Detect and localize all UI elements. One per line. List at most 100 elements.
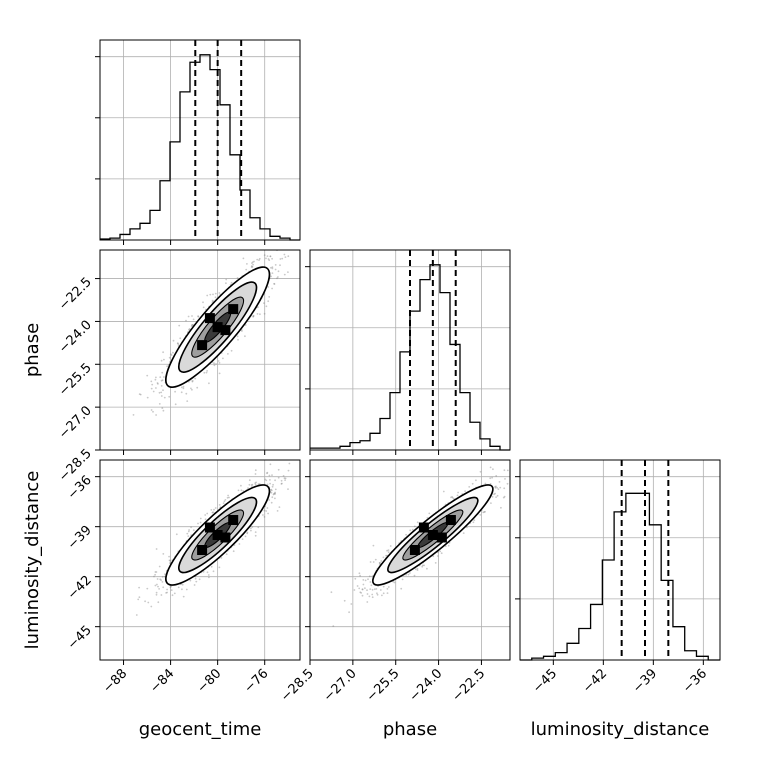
scatter-point: [264, 478, 267, 481]
x-tick-label: −45: [530, 666, 560, 696]
scatter-point: [279, 264, 281, 267]
scatter-point: [268, 296, 271, 298]
scatter-point: [426, 567, 428, 570]
scatter-point: [378, 562, 381, 564]
scatter-point: [360, 592, 363, 594]
scatter-point: [174, 390, 177, 393]
panel-phase-phase: [305, 249, 511, 455]
scatter-point: [237, 338, 239, 341]
scatter-point: [204, 518, 207, 521]
scatter-point: [444, 545, 447, 548]
scatter-point: [475, 479, 477, 482]
scatter-point: [361, 588, 364, 590]
scatter-point: [523, 478, 525, 480]
scatter-point: [191, 388, 193, 391]
scatter-point: [504, 478, 506, 480]
scatter-point: [266, 255, 269, 257]
scatter-point: [254, 534, 257, 537]
scatter-point: [496, 486, 498, 489]
scatter-point: [413, 525, 416, 528]
scatter-point: [496, 494, 499, 497]
scatter-point: [188, 328, 190, 331]
scatter-point: [155, 593, 158, 596]
density-bin: [212, 322, 223, 333]
scatter-point: [421, 565, 424, 568]
scatter-point: [279, 258, 282, 260]
scatter-point: [137, 598, 140, 601]
scatter-point: [169, 586, 172, 589]
scatter-point: [240, 484, 242, 487]
scatter-point: [269, 255, 272, 258]
scatter-point: [265, 247, 267, 249]
y-tick-label: −25.5: [56, 361, 95, 400]
scatter-point: [220, 557, 223, 559]
panel-geocent_time-geocent_time: [95, 39, 301, 245]
density-layer: [330, 466, 533, 627]
scatter-point: [161, 581, 164, 583]
scatter-point: [266, 471, 269, 474]
scatter-point: [159, 376, 162, 378]
scatter-point: [356, 585, 359, 587]
scatter-point: [284, 479, 286, 481]
scatter-point: [401, 578, 404, 581]
scatter-point: [155, 548, 158, 550]
scatter-point: [212, 293, 214, 296]
scatter-point: [150, 409, 153, 411]
scatter-point: [161, 575, 164, 578]
scatter-point: [387, 586, 390, 588]
scatter-point: [255, 481, 257, 484]
density-bin: [418, 522, 429, 533]
histogram-geocent_time: [100, 54, 300, 241]
scatter-point: [192, 318, 195, 321]
scatter-point: [411, 528, 414, 531]
scatter-point: [218, 372, 221, 375]
scatter-point: [271, 267, 274, 270]
scatter-point: [197, 315, 200, 318]
scatter-point: [250, 265, 253, 267]
x-tick-label: −76: [242, 666, 272, 696]
scatter-point: [197, 315, 200, 317]
scatter-point: [278, 506, 281, 508]
scatter-point: [484, 510, 486, 513]
scatter-point: [482, 511, 485, 514]
scatter-point: [376, 592, 378, 595]
scatter-point: [511, 478, 513, 480]
y-tick-label: −24.0: [56, 318, 95, 357]
scatter-point: [473, 519, 476, 522]
scatter-point: [271, 474, 273, 476]
scatter-point: [225, 553, 228, 556]
scatter-point: [271, 266, 274, 268]
scatter-point: [252, 315, 255, 318]
scatter-point: [371, 593, 374, 596]
scatter-point: [531, 468, 533, 470]
scatter-point: [162, 389, 164, 392]
grid: [100, 40, 300, 240]
scatter-point: [369, 581, 372, 583]
scatter-point: [254, 473, 257, 475]
scatter-point: [223, 500, 226, 503]
scatter-point: [494, 492, 496, 495]
scatter-point: [263, 302, 265, 304]
density-bin: [197, 545, 208, 555]
scatter-point: [188, 328, 191, 330]
scatter-point: [176, 342, 179, 344]
y-tick-label: −42: [65, 573, 95, 603]
scatter-point: [169, 559, 172, 562]
scatter-point: [242, 257, 245, 260]
scatter-point: [259, 313, 261, 316]
scatter-point: [302, 447, 304, 449]
scatter-point: [366, 589, 368, 592]
scatter-point: [491, 476, 493, 479]
scatter-point: [214, 292, 217, 295]
scatter-point: [146, 374, 149, 377]
scatter-point: [162, 351, 165, 354]
scatter-point: [343, 599, 346, 602]
scatter-point: [413, 574, 416, 577]
scatter-point: [361, 588, 364, 591]
x-axis-title-luminosity_distance: luminosity_distance: [531, 719, 710, 740]
scatter-point: [154, 584, 157, 587]
y-tick-label: −39: [65, 523, 95, 553]
scatter-point: [218, 504, 221, 506]
density-bin: [212, 530, 223, 540]
scatter-point: [277, 476, 280, 479]
